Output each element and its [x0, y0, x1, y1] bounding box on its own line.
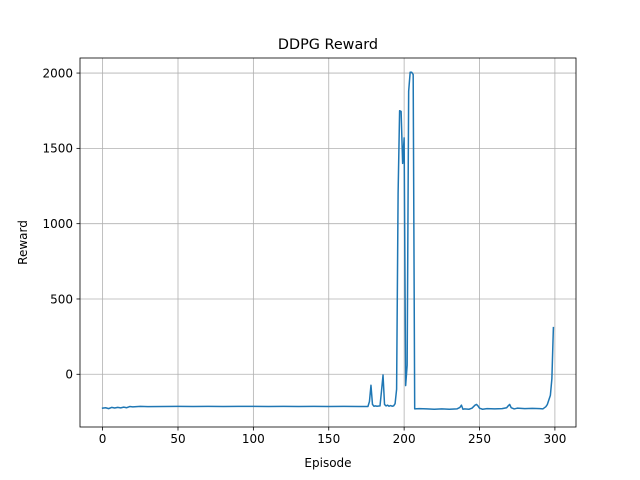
chart-title: DDPG Reward: [278, 37, 378, 53]
x-axis-label: Episode: [304, 456, 351, 470]
x-axis: 0 50 100 150 200 250 300: [99, 427, 566, 446]
y-tick-label: 500: [50, 292, 73, 306]
x-tick-label: 200: [393, 432, 416, 446]
x-tick-label: 100: [242, 432, 265, 446]
series-layer: [101, 71, 555, 410]
y-tick-label: 0: [65, 368, 73, 382]
grid-lines: [80, 58, 576, 427]
x-tick-label: 300: [543, 432, 566, 446]
reward-series-line: [101, 71, 555, 410]
y-axis-label: Reward: [16, 220, 30, 265]
x-tick-label: 150: [317, 432, 340, 446]
plot-frame: [79, 57, 577, 428]
x-tick-label: 0: [99, 432, 107, 446]
y-tick-label: 1500: [42, 142, 73, 156]
y-tick-label: 1000: [42, 217, 73, 231]
y-tick-label: 2000: [42, 66, 73, 80]
y-axis: 0 500 1000 1500 2000: [42, 66, 80, 382]
x-tick-label: 250: [468, 432, 491, 446]
x-tick-label: 50: [170, 432, 185, 446]
